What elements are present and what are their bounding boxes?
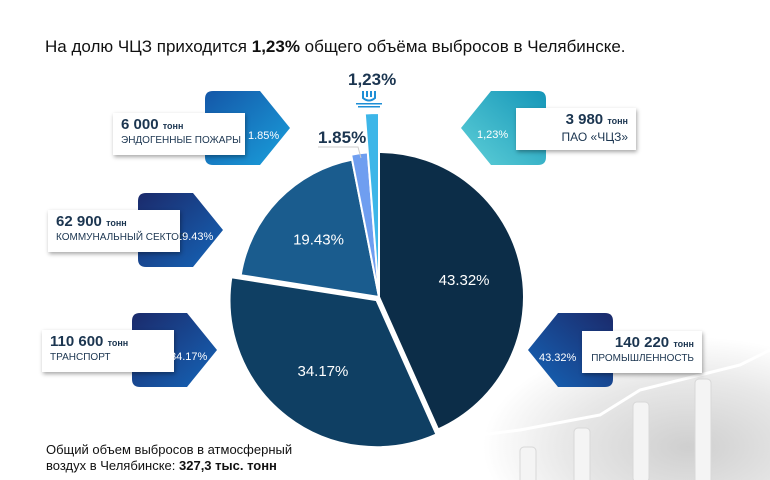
arrow-fires-pct: 1.85%	[248, 130, 280, 142]
pie-slice-2	[239, 158, 381, 299]
card-fires: 6 000 тонн ЭНДОГЕННЫЕ ПОЖАРЫ	[113, 113, 245, 155]
card-chz: 3 980 тонн ПАО «ЧЦЗ»	[516, 108, 636, 150]
pie-label-0: 43.32%	[439, 272, 490, 289]
pie-slice-1	[228, 276, 438, 449]
arrow-transport-pct: 34.17%	[170, 351, 208, 363]
pie-slice-0	[378, 150, 525, 431]
card-communal: 62 900 тонн КОММУНАЛЬНЫЙ СЕКТОР	[48, 210, 186, 252]
card-industry: 140 220 тонн ПРОМЫШЛЕННОСТЬ	[582, 331, 702, 373]
arrow-communal-pct: 19.43%	[176, 231, 214, 243]
total-emissions: Общий объем выбросов в атмосферный возду…	[46, 442, 293, 473]
headline: На долю ЧЦЗ приходится 1,23% общего объё…	[45, 37, 626, 56]
label-chz-pct: 1,23%	[348, 70, 397, 89]
label-fires-pct: 1.85%	[318, 128, 367, 147]
arrow-industry-pct: 43.32%	[539, 352, 577, 364]
chz-logo-icon	[356, 91, 382, 108]
pie-label-2: 19.43%	[293, 232, 344, 249]
arrow-chz-pct: 1,23%	[477, 129, 509, 141]
pie-slice-4	[363, 111, 380, 298]
card-transport: 110 600 тонн ТРАНСПОРТ	[42, 330, 174, 372]
pie-label-1: 34.17%	[297, 363, 348, 380]
